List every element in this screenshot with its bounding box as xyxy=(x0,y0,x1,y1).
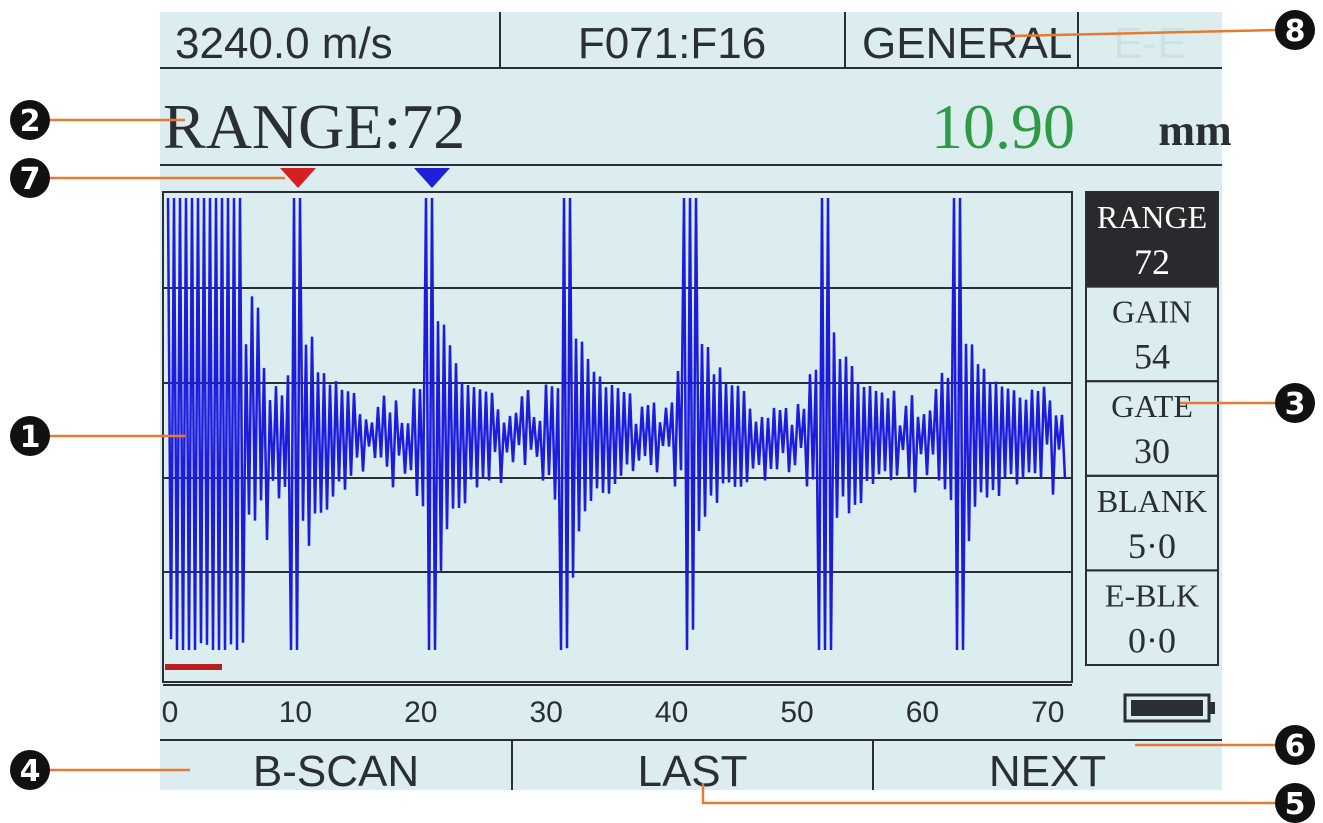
x-tick-label: 60 xyxy=(906,696,939,729)
x-tick-label: 30 xyxy=(530,696,563,729)
callout-number: 7 xyxy=(20,162,41,197)
soft-key[interactable]: B-SCAN xyxy=(253,747,419,796)
soft-key[interactable]: LAST xyxy=(637,747,747,796)
menu-label: BLANK xyxy=(1097,483,1207,519)
thickness-value: 10.90 xyxy=(931,91,1075,162)
callout-number: 5 xyxy=(1285,787,1306,822)
soft-key[interactable]: NEXT xyxy=(989,747,1106,796)
callout-number: 4 xyxy=(20,754,41,789)
callout-number: 3 xyxy=(1285,387,1306,422)
menu-label: GAIN xyxy=(1112,294,1192,330)
callout-number: 6 xyxy=(1285,729,1306,764)
range-readout: RANGE:72 xyxy=(163,91,465,162)
battery-level xyxy=(1131,700,1203,716)
callout-number: 2 xyxy=(20,104,41,139)
menu-label: E-BLK xyxy=(1105,577,1199,613)
x-tick-label: 0 xyxy=(162,696,179,729)
menu-label: RANGE xyxy=(1097,199,1207,235)
x-tick-label: 10 xyxy=(279,696,312,729)
callout-number: 8 xyxy=(1285,14,1306,49)
callout-number: 1 xyxy=(20,420,41,455)
thickness-unit: mm xyxy=(1158,106,1231,155)
x-tick-label: 50 xyxy=(780,696,813,729)
blank-indicator xyxy=(165,664,222,670)
battery-tip xyxy=(1209,702,1215,714)
device-screenshot: 3240.0 m/s F071:F16 GENERAL E-E RANGE:72… xyxy=(0,0,1323,823)
menu-value: 0·0 xyxy=(1128,620,1176,660)
x-tick-label: 40 xyxy=(655,696,688,729)
menu-value: 5·0 xyxy=(1128,526,1176,566)
velocity: 3240.0 m/s xyxy=(175,19,393,68)
menu-value: 54 xyxy=(1134,337,1170,377)
x-tick-label: 20 xyxy=(404,696,437,729)
mode: GENERAL xyxy=(862,19,1072,68)
x-tick-label: 70 xyxy=(1031,696,1064,729)
file-name: F071:F16 xyxy=(578,19,766,68)
menu-value: 30 xyxy=(1134,431,1170,471)
menu-label: GATE xyxy=(1111,388,1193,424)
menu-value: 72 xyxy=(1134,242,1170,282)
echo-mode: E-E xyxy=(1113,19,1186,68)
